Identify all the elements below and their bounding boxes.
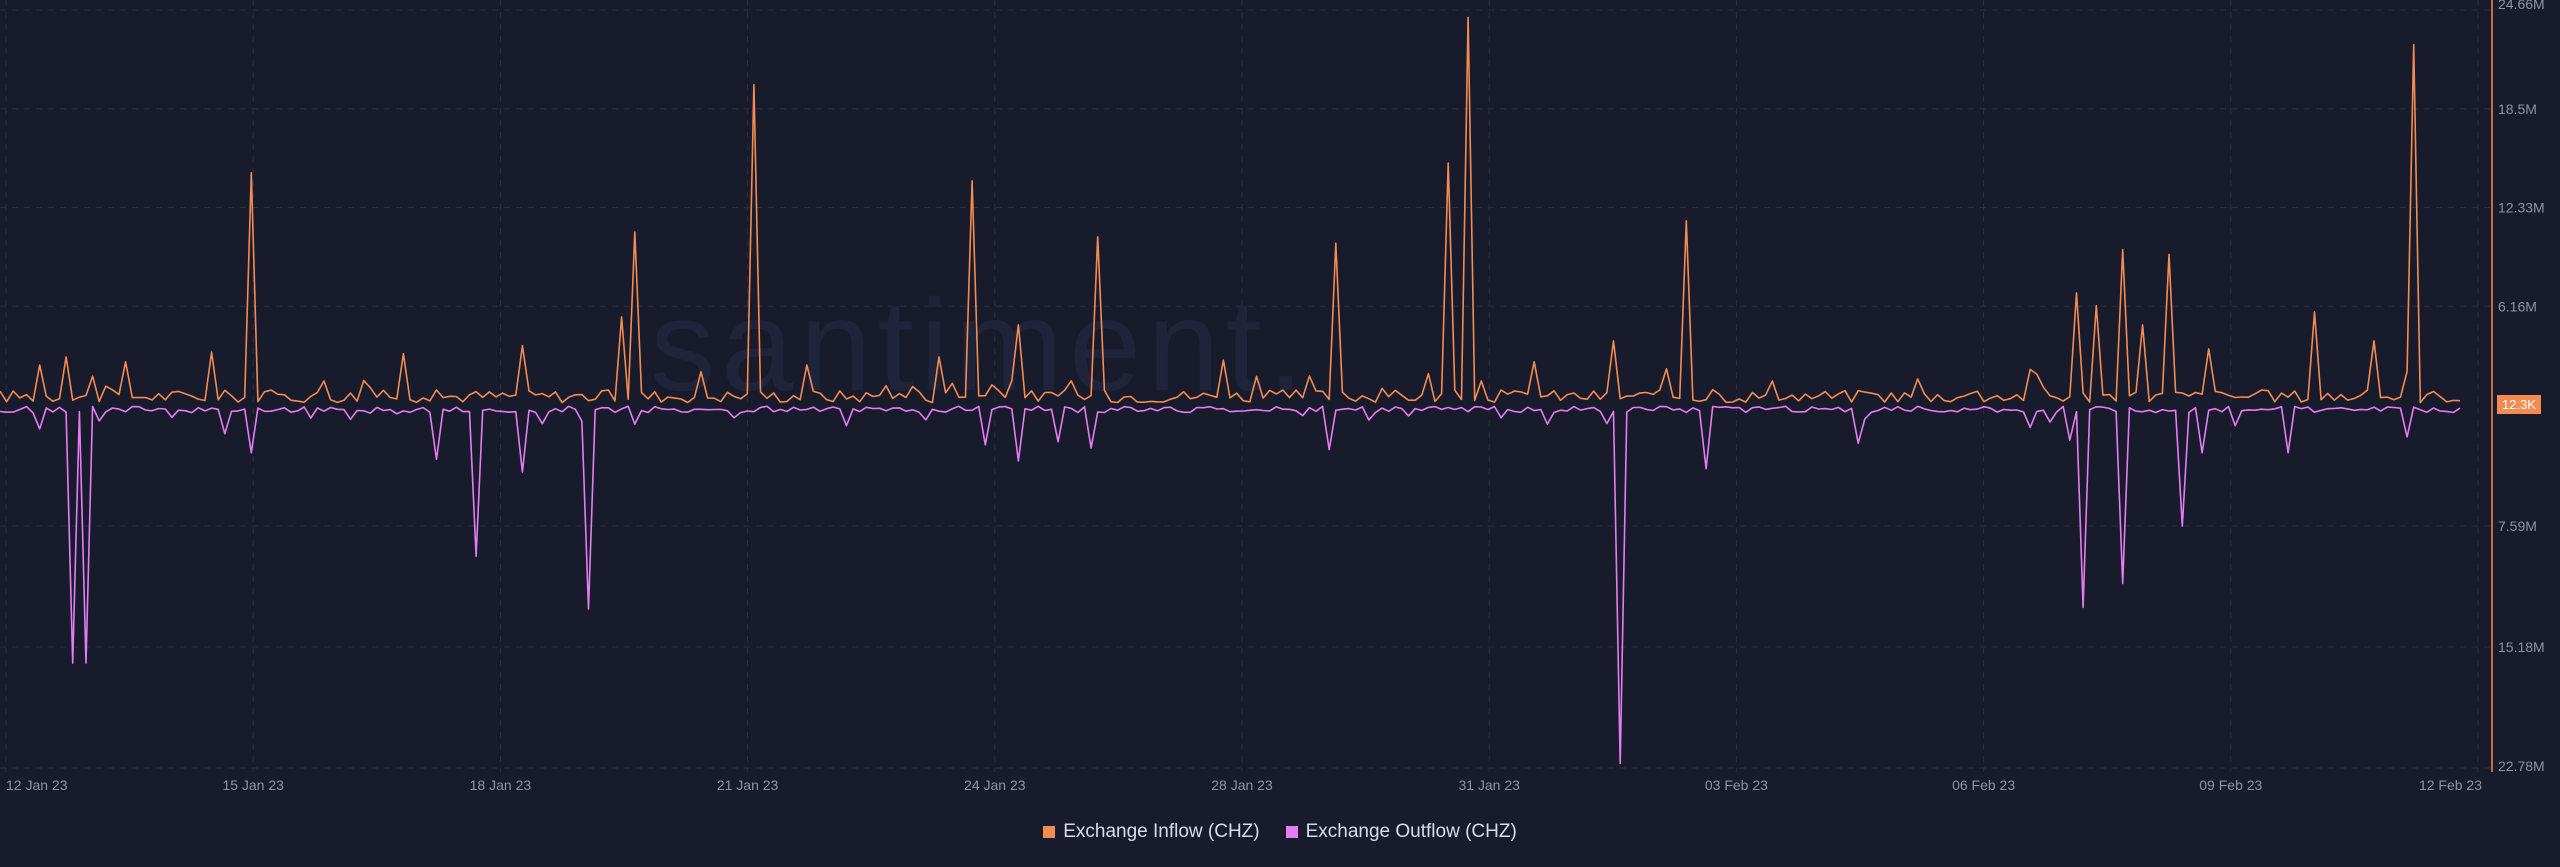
- legend-swatch-inflow: [1043, 826, 1056, 838]
- y-tick-label: 6.16M: [2498, 298, 2537, 314]
- y-tick-label: 15.18M: [2498, 639, 2545, 655]
- legend-swatch-outflow: [1285, 826, 1298, 838]
- legend-item-outflow[interactable]: Exchange Outflow (CHZ): [1285, 821, 1517, 843]
- x-tick-label: 03 Feb 23: [1705, 777, 1768, 793]
- x-tick-label: 21 Jan 23: [717, 777, 779, 793]
- x-tick-label: 15 Jan 23: [222, 777, 284, 793]
- series-line-outflow: [0, 405, 2461, 765]
- series-layer: [0, 16, 2461, 765]
- x-tick-label: 09 Feb 23: [2199, 777, 2262, 793]
- legend-label-inflow: Exchange Inflow (CHZ): [1063, 821, 1260, 842]
- x-tick-label: 31 Jan 23: [1458, 777, 1520, 793]
- y-axis-ticks: 24.66M 18.5M 12.33M 6.16M 7.59M 15.18M 22.78M: [2498, 0, 2545, 774]
- x-tick-label: 12 Jan 23: [6, 777, 68, 793]
- x-tick-label: 24 Jan 23: [964, 777, 1026, 793]
- legend: Exchange Inflow (CHZ) Exchange Outflow (…: [0, 821, 2560, 843]
- y-tick-label: 24.66M: [2498, 0, 2545, 12]
- x-tick-label: 06 Feb 23: [1952, 777, 2015, 793]
- current-value-badge-text: 12.3K: [2502, 397, 2536, 412]
- x-axis-ticks: 12 Jan 23 15 Jan 23 18 Jan 23 21 Jan 23 24 J…: [6, 777, 2482, 793]
- y-tick-label: 12.33M: [2498, 200, 2545, 216]
- y-tick-label: 7.59M: [2498, 518, 2537, 534]
- series-line-inflow: [0, 16, 2461, 404]
- y-tick-label: 18.5M: [2498, 101, 2537, 117]
- x-tick-label: 12 Feb 23: [2419, 777, 2482, 793]
- current-value-badge: 12.3K: [2497, 395, 2541, 414]
- legend-label-outflow: Exchange Outflow (CHZ): [1305, 821, 1517, 842]
- y-tick-label: 22.78M: [2498, 758, 2545, 774]
- current-value-badge-bg: [2497, 395, 2541, 414]
- x-tick-label: 18 Jan 23: [470, 777, 532, 793]
- legend-item-inflow[interactable]: Exchange Inflow (CHZ): [1043, 821, 1260, 843]
- x-tick-label: 28 Jan 23: [1211, 777, 1273, 793]
